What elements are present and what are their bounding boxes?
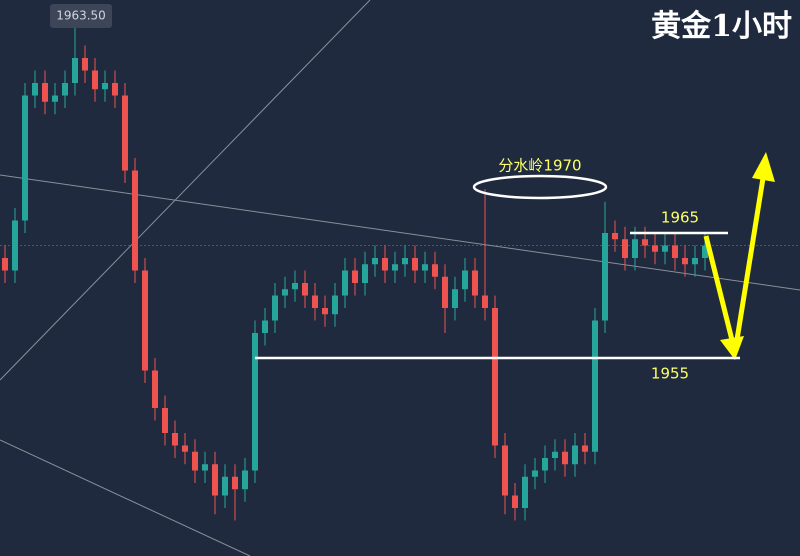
arrow-head [752,152,775,182]
candle-body [232,476,238,490]
candle-body [252,333,258,471]
candle-body [132,170,138,271]
candle-body [62,83,68,96]
candle-body [12,220,18,271]
candle-body [152,370,158,408]
candle-body [432,264,438,277]
candle-body [172,433,178,446]
highlight-ellipse [472,174,608,200]
candle-body [342,270,348,296]
candle-body [262,320,268,333]
candles [0,26,800,521]
candle-body [422,264,428,271]
candle-body [142,270,148,371]
candle-body [542,458,548,471]
candle-body [182,445,188,452]
candle-body [352,270,358,283]
candle-body [502,445,508,496]
candle-body [662,245,668,252]
candle-body [322,308,328,315]
candle-body [402,258,408,265]
candle-body [22,95,28,221]
candle-body [472,270,478,296]
candle-body [512,495,518,508]
candle-body [302,283,308,296]
candle-body [202,464,208,471]
candle-body [682,258,688,265]
chart-title: 黄金1小时 [651,9,792,44]
candle-body [492,308,498,446]
candle-body [72,58,78,83]
candle-body [272,295,278,321]
candle-body [32,83,38,96]
price-tag: 1963.50 [56,9,106,23]
candle-body [552,451,558,458]
candle-body [642,239,648,246]
candle-body [92,70,98,90]
candle-body [602,233,608,321]
candle-body [282,289,288,296]
candle-body [122,95,128,171]
candle-body [482,295,488,308]
candle-body [412,258,418,271]
candle-body [332,295,338,315]
candle-body [572,445,578,465]
candle-body [562,451,568,465]
candle-body [582,445,588,452]
candle-body [42,83,48,102]
level-label: 1955 [651,365,689,383]
candle-body [362,264,368,283]
trend-line [0,439,251,556]
candle-body [452,289,458,308]
candle-body [242,470,248,490]
candle-body [52,95,58,102]
candle-body [612,233,618,240]
candle-body [102,83,108,90]
candle-body [162,408,168,433]
candle-body [652,245,658,252]
candle-body [692,258,698,265]
candle-body [462,270,468,290]
trend-line [0,0,371,381]
candle-body [82,58,88,71]
candle-body [622,239,628,258]
candle-body [702,245,708,258]
arrow-up [732,171,767,353]
candle-body [382,258,388,271]
level-label: 1965 [661,209,699,227]
candle-body [372,258,378,265]
candle-body [672,245,678,258]
candle-body [2,258,8,271]
candle-body [532,470,538,477]
candle-body [112,83,118,96]
price-tag-box [50,4,112,28]
candle-body [192,451,198,471]
candle-body [632,239,638,258]
candle-body [222,476,228,496]
candle-body [522,476,528,508]
candle-body [392,264,398,271]
annotation: 分水岭1970 [498,157,581,175]
candle-body [312,295,318,308]
candle-body [212,464,218,496]
candle-body [442,276,448,308]
candle-body [292,283,298,290]
candle-body [592,320,598,452]
arrow-down [703,235,738,353]
